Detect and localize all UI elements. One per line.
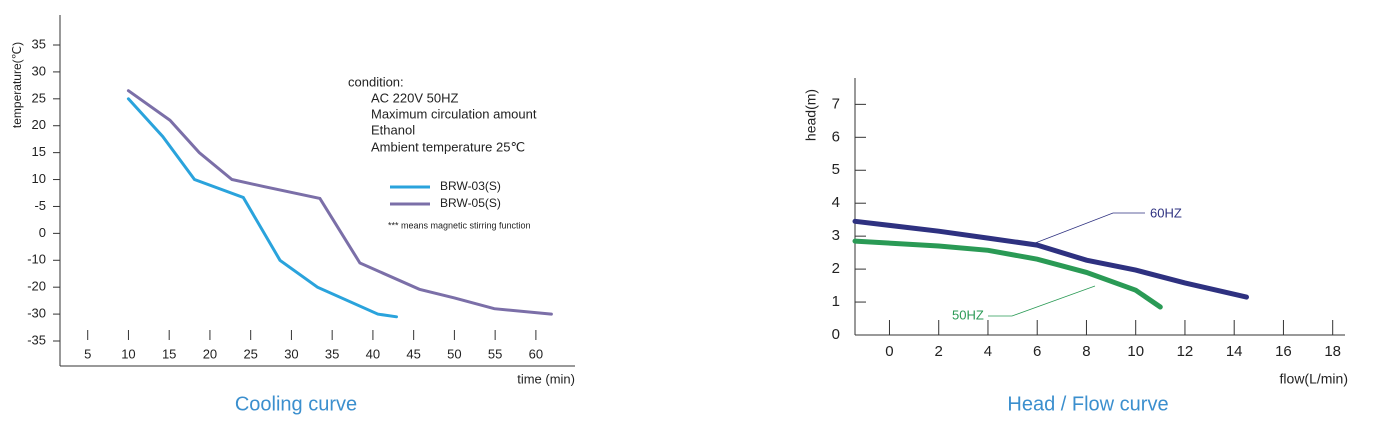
y-tick-label: 10 <box>32 171 46 186</box>
x-tick-label: 10 <box>1127 343 1144 360</box>
y-tick-label: 15 <box>32 144 46 159</box>
y-tick-label: 30 <box>32 63 46 78</box>
y-tick-label: -5 <box>34 198 46 213</box>
x-tick-label: 60 <box>529 346 543 361</box>
legend-label: BRW-03(S) <box>440 179 501 193</box>
x-tick-label: 45 <box>406 346 420 361</box>
y-tick-label: 20 <box>32 117 46 132</box>
x-tick-label: 2 <box>935 343 943 360</box>
y-tick-label: -10 <box>27 252 46 267</box>
line <box>126 89 553 316</box>
line <box>852 238 1163 310</box>
y-tick-label: 4 <box>832 194 840 211</box>
x-tick-label: 14 <box>1226 343 1243 360</box>
x-axis-label: flow(L/min) <box>1280 371 1348 387</box>
x-tick-label: 0 <box>885 343 893 360</box>
x-tick-label: 55 <box>488 346 502 361</box>
x-tick-label: 30 <box>284 346 298 361</box>
y-tick-label: 3 <box>832 227 840 244</box>
legend-label: 50HZ <box>952 307 984 322</box>
x-tick-label: 4 <box>984 343 992 360</box>
x-tick-label: 15 <box>162 346 176 361</box>
annotation: Ambient temperature 25℃ <box>371 139 525 154</box>
y-tick-label: 0 <box>832 326 840 343</box>
y-tick-label: 25 <box>32 90 46 105</box>
y-tick-label: -20 <box>27 279 46 294</box>
annotation: Ethanol <box>371 122 415 137</box>
y-tick-label: 1 <box>832 293 840 310</box>
x-tick-label: 25 <box>243 346 257 361</box>
x-tick-label: 10 <box>121 346 135 361</box>
chart-title: Cooling curve <box>235 393 357 415</box>
annotation: condition: <box>348 74 404 89</box>
x-tick-label: 40 <box>366 346 380 361</box>
line <box>126 97 398 319</box>
y-tick-label: 2 <box>832 260 840 277</box>
legend-label: 60HZ <box>1150 205 1182 220</box>
x-tick-label: 6 <box>1033 343 1041 360</box>
leader-line <box>988 285 1096 317</box>
line <box>852 218 1249 300</box>
x-tick-label: 5 <box>84 346 91 361</box>
annotation: Maximum circulation amount <box>371 106 537 121</box>
y-tick-label: 35 <box>32 36 46 51</box>
y-tick-label: 5 <box>832 161 840 178</box>
note: *** means magnetic stirring function <box>388 220 531 230</box>
x-axis-label: time (min) <box>517 371 575 386</box>
x-tick-label: 20 <box>203 346 217 361</box>
y-axis-label: head(m) <box>803 89 819 141</box>
legend-label: BRW-05(S) <box>440 196 501 210</box>
leader-line <box>1029 212 1145 246</box>
y-tick-label: 0 <box>39 225 46 240</box>
x-tick-label: 50 <box>447 346 461 361</box>
x-tick-label: 35 <box>325 346 339 361</box>
chart-title: Head / Flow curve <box>1007 393 1168 415</box>
x-tick-label: 18 <box>1324 343 1341 360</box>
x-tick-label: 8 <box>1082 343 1090 360</box>
x-tick-label: 12 <box>1177 343 1194 360</box>
y-tick-label: 7 <box>832 95 840 112</box>
annotation: AC 220V 50HZ <box>371 90 458 105</box>
y-axis-label: temperature(℃) <box>10 42 24 128</box>
y-tick-label: -35 <box>27 332 46 347</box>
x-tick-label: 16 <box>1275 343 1292 360</box>
y-tick-label: -30 <box>27 306 46 321</box>
y-tick-label: 6 <box>832 128 840 145</box>
